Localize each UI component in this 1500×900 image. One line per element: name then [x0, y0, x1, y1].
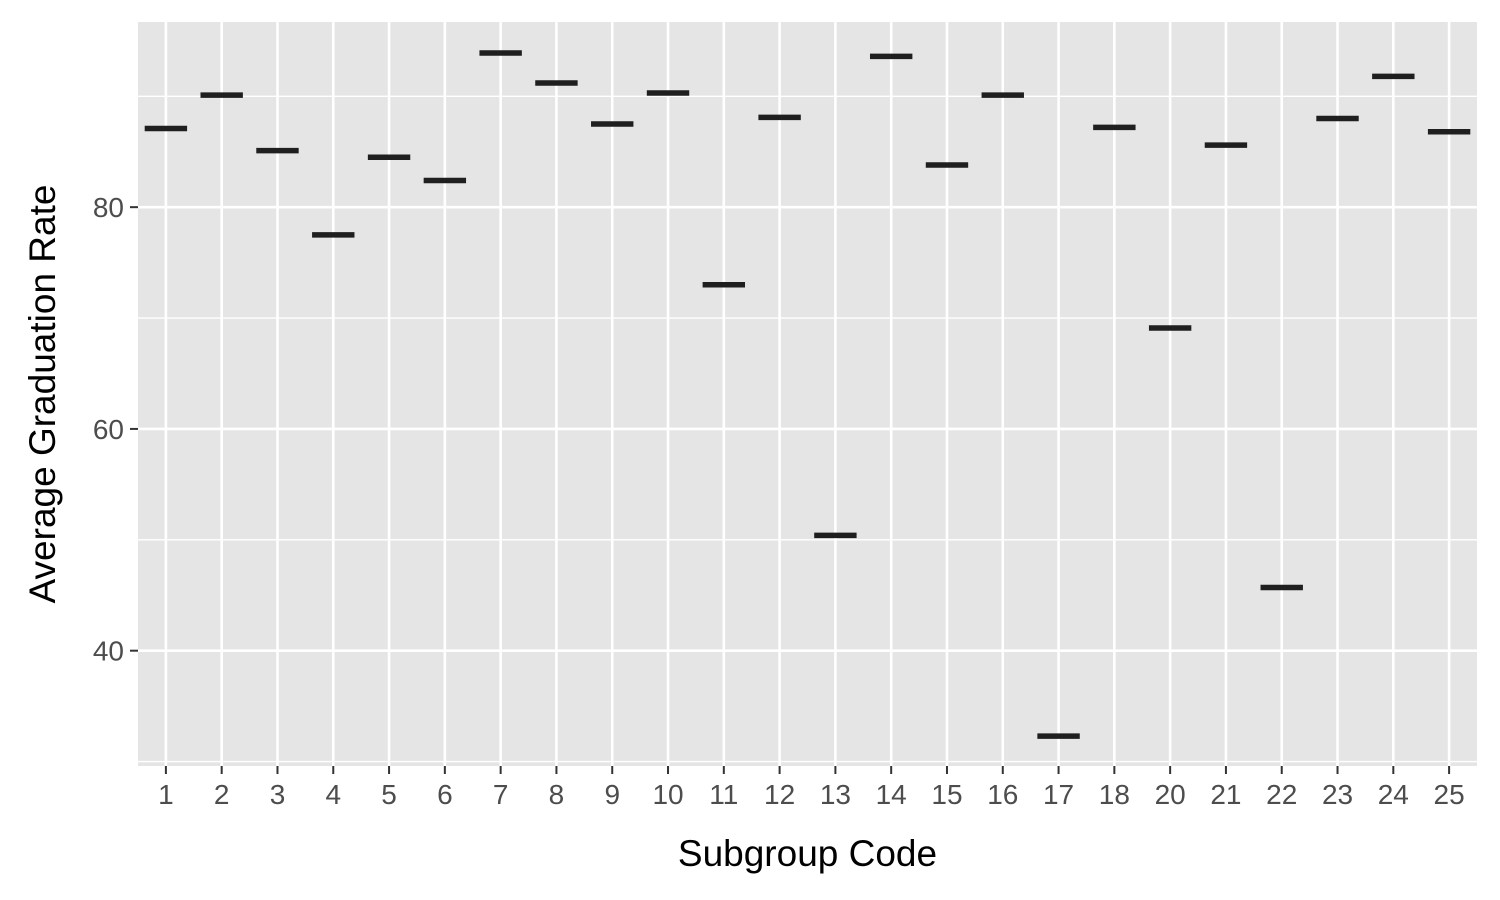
x-tick-label: 8 — [549, 779, 565, 810]
x-tick-label: 20 — [1155, 779, 1186, 810]
data-marks — [144, 50, 1471, 739]
x-tick-label: 12 — [764, 779, 795, 810]
x-tick-label: 24 — [1378, 779, 1409, 810]
x-tick-label: 7 — [493, 779, 509, 810]
x-axis-title: Subgroup Code — [678, 833, 937, 874]
y-axis: 40 60 80 — [93, 192, 138, 667]
x-tick-label: 9 — [604, 779, 620, 810]
x-tick-label: 15 — [931, 779, 962, 810]
minor-gridlines — [138, 95, 1477, 763]
x-tick-label: 3 — [270, 779, 286, 810]
x-axis: 1 2 3 4 5 6 7 8 9 10 11 12 13 14 15 16 17 18 20 21 22 23 24 25 — [158, 766, 1465, 810]
x-tick-label: 23 — [1322, 779, 1353, 810]
x-tick-label: 22 — [1266, 779, 1297, 810]
y-axis-title: Average Graduation Rate — [22, 185, 63, 604]
y-tick-label: 40 — [93, 636, 124, 667]
y-tick-label: 60 — [93, 414, 124, 445]
x-tick-label: 1 — [158, 779, 174, 810]
y-tick-label: 80 — [93, 192, 124, 223]
plot-panel — [138, 22, 1477, 766]
x-tick-label: 5 — [381, 779, 397, 810]
x-tick-label: 17 — [1043, 779, 1074, 810]
x-tick-label: 11 — [709, 779, 738, 810]
x-tick-label: 18 — [1099, 779, 1130, 810]
x-tick-label: 4 — [325, 779, 341, 810]
x-tick-label: 2 — [214, 779, 230, 810]
x-tick-label: 13 — [820, 779, 851, 810]
x-tick-label: 21 — [1210, 779, 1241, 810]
x-tick-label: 25 — [1434, 779, 1465, 810]
major-gridlines — [138, 22, 1477, 766]
x-tick-label: 6 — [437, 779, 453, 810]
x-tick-label: 16 — [987, 779, 1018, 810]
x-tick-label: 14 — [876, 779, 907, 810]
x-tick-label: 10 — [652, 779, 683, 810]
